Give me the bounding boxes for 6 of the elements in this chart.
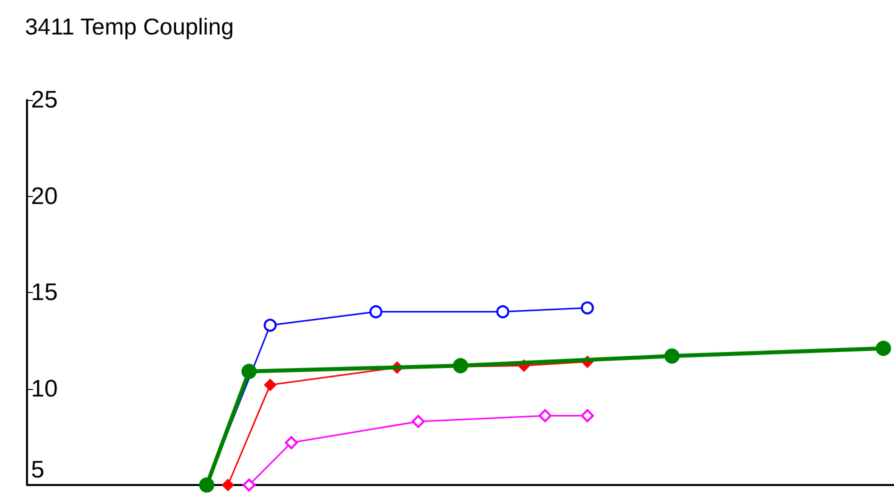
y-tick-label: 25 — [31, 86, 58, 114]
y-tick-label: 5 — [31, 456, 44, 484]
y-tick-label: 20 — [31, 182, 58, 210]
y-tick-label: 10 — [31, 375, 58, 402]
y-tick-label: 15 — [31, 279, 58, 306]
chart-title: 3411 Temp Coupling — [25, 14, 234, 40]
